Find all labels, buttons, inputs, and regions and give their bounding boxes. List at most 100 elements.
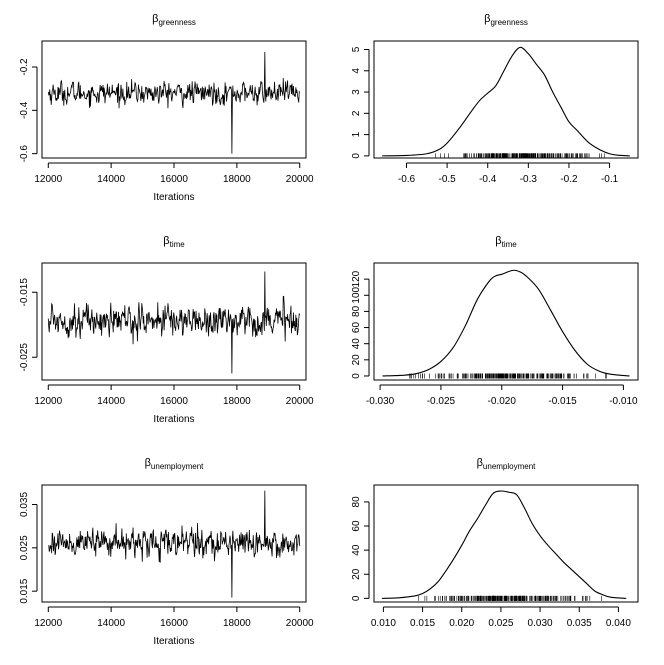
plot-frame — [373, 40, 639, 159]
title-subscript: time — [170, 240, 186, 249]
x-tick-label: 20000 — [286, 396, 314, 407]
title-symbol: β — [163, 235, 169, 247]
x-tick-label: 0.015 — [410, 618, 435, 629]
y-tick-label: 60 — [351, 322, 362, 334]
title-subscript: greenness — [158, 18, 195, 27]
x-tick-label: -0.2 — [560, 174, 578, 185]
x-tick-label: -0.030 — [366, 396, 395, 407]
title-symbol: β — [477, 457, 483, 469]
trace-line — [47, 271, 301, 374]
density-plot-unemployment: βunemployment 0.010 0.015 0.020 0.025 0.030 0.… — [351, 457, 639, 629]
x-tick-label: 0.035 — [567, 618, 592, 629]
plot-frame — [373, 262, 639, 381]
trace-line — [48, 490, 301, 598]
y-tick-label: 40 — [351, 338, 362, 350]
panel-title: βtime — [163, 235, 185, 249]
sample-rug — [435, 153, 605, 159]
y-tick-label: 0.015 — [19, 578, 30, 603]
title-symbol: β — [145, 457, 151, 469]
x-tick-label: 18000 — [223, 174, 251, 185]
plot-frame — [41, 40, 307, 159]
y-tick-label: 100 — [351, 286, 362, 303]
x-tick-label: -0.5 — [438, 174, 456, 185]
x-axis-title: Iterations — [153, 636, 194, 647]
title-symbol: β — [152, 13, 158, 25]
panel-title: βgreenness — [152, 13, 196, 27]
x-tick-label: 16000 — [160, 174, 188, 185]
x-tick-label: 12000 — [34, 174, 62, 185]
sample-rug — [418, 595, 602, 601]
x-tick-label: -0.1 — [601, 174, 619, 185]
x-tick-label: 12000 — [34, 618, 62, 629]
y-tick-label: 0 — [351, 595, 362, 601]
x-tick-label: 14000 — [97, 618, 125, 629]
y-tick-label: 20 — [351, 568, 362, 580]
x-tick-label: -0.025 — [427, 396, 456, 407]
x-tick-label: 20000 — [286, 174, 314, 185]
y-tick-label: 60 — [351, 520, 362, 532]
density-curve — [382, 46, 630, 157]
trace-plot-unemployment: βunemployment 12000 14000 16000 18000 20000 0.… — [19, 457, 314, 647]
y-tick-label: -0.015 — [19, 278, 30, 307]
x-tick-label: 18000 — [223, 618, 251, 629]
y-tick-label: 80 — [351, 305, 362, 317]
title-subscript: time — [502, 240, 518, 249]
x-tick-label: 20000 — [286, 618, 314, 629]
panel-title: βgreenness — [484, 13, 528, 27]
plot-frame — [41, 484, 307, 603]
y-tick-label: -0.2 — [19, 58, 30, 76]
x-tick-label: 16000 — [160, 618, 188, 629]
y-tick-label: 80 — [351, 496, 362, 508]
x-tick-label: 0.040 — [606, 618, 631, 629]
y-tick-label: -0.025 — [19, 343, 30, 372]
y-tick-label: 4 — [351, 68, 362, 74]
x-tick-label: -0.015 — [548, 396, 577, 407]
density-plot-greenness: βgreenness -0.6 -0.5 -0.4 -0.3 -0.2 -0.1 0 1 2 3 4 5 — [351, 13, 639, 185]
x-axis-title: Iterations — [153, 192, 194, 203]
x-tick-label: 14000 — [97, 174, 125, 185]
y-tick-label: 0.025 — [19, 535, 30, 560]
x-tick-label: 16000 — [160, 396, 188, 407]
x-tick-label: 14000 — [97, 396, 125, 407]
y-tick-label: -0.6 — [19, 145, 30, 163]
y-tick-label: 20 — [351, 354, 362, 366]
y-tick-label: 1 — [351, 131, 362, 137]
density-curve — [382, 269, 630, 377]
y-tick-label: 40 — [351, 544, 362, 556]
x-tick-label: 12000 — [34, 396, 62, 407]
density-curve — [381, 490, 627, 599]
panel-title: βtime — [495, 235, 517, 249]
y-tick-label: 120 — [351, 270, 362, 287]
title-subscript: unemployment — [483, 462, 536, 471]
plot-frame — [41, 262, 307, 381]
trace-plot-time: βtime 12000 14000 16000 18000 20000 -0.025 -0.0… — [19, 235, 314, 425]
x-tick-label: 0.010 — [371, 618, 396, 629]
y-tick-label: 0 — [351, 153, 362, 159]
x-tick-label: 0.020 — [449, 618, 474, 629]
y-tick-label: 5 — [351, 46, 362, 52]
panel-title: βunemployment — [477, 457, 537, 471]
trace-plot-greenness: βgreenness 12000 14000 16000 18000 20000 -0.6 -… — [19, 13, 314, 203]
y-tick-label: 0.035 — [19, 492, 30, 517]
y-tick-label: 0 — [351, 373, 362, 379]
title-subscript: greenness — [490, 18, 527, 27]
y-tick-label: -0.4 — [19, 101, 30, 119]
panel-title: βunemployment — [145, 457, 205, 471]
density-plot-time: βtime -0.030 -0.025 -0.020 -0.015 -0.010 0 20 40… — [351, 235, 639, 407]
title-subscript: unemployment — [151, 462, 204, 471]
title-symbol: β — [484, 13, 490, 25]
x-tick-label: 18000 — [223, 396, 251, 407]
x-tick-label: -0.4 — [479, 174, 497, 185]
x-tick-label: -0.020 — [488, 396, 517, 407]
x-tick-label: -0.010 — [609, 396, 638, 407]
x-tick-label: 0.030 — [528, 618, 553, 629]
plot-frame — [373, 484, 639, 603]
x-tick-label: 0.025 — [488, 618, 513, 629]
sample-rug — [409, 373, 607, 379]
trace-line — [47, 51, 301, 154]
x-axis-title: Iterations — [153, 414, 194, 425]
y-tick-label: 3 — [351, 89, 362, 95]
x-tick-label: -0.6 — [398, 174, 416, 185]
title-symbol: β — [495, 235, 501, 247]
